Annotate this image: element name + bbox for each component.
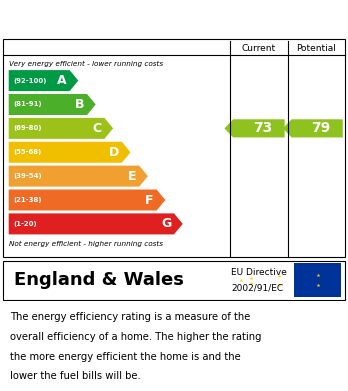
Polygon shape xyxy=(9,190,165,210)
Polygon shape xyxy=(9,70,78,91)
Text: (69-80): (69-80) xyxy=(13,126,41,131)
Text: Not energy efficient - higher running costs: Not energy efficient - higher running co… xyxy=(9,241,163,247)
Text: F: F xyxy=(145,194,154,206)
Bar xyxy=(294,264,341,297)
Text: (21-38): (21-38) xyxy=(13,197,41,203)
Text: Potential: Potential xyxy=(296,44,336,53)
Text: 2002/91/EC: 2002/91/EC xyxy=(231,283,284,292)
Text: 73: 73 xyxy=(253,121,272,135)
Text: lower the fuel bills will be.: lower the fuel bills will be. xyxy=(10,371,141,381)
Text: (39-54): (39-54) xyxy=(13,173,41,179)
Text: (92-100): (92-100) xyxy=(13,78,46,84)
Polygon shape xyxy=(9,142,130,163)
Polygon shape xyxy=(224,119,285,138)
Text: the more energy efficient the home is and the: the more energy efficient the home is an… xyxy=(10,352,241,362)
Polygon shape xyxy=(9,213,183,234)
Text: Current: Current xyxy=(242,44,276,53)
Text: (81-91): (81-91) xyxy=(13,102,41,108)
Polygon shape xyxy=(9,94,96,115)
Polygon shape xyxy=(283,119,343,138)
Text: C: C xyxy=(93,122,102,135)
Text: A: A xyxy=(57,74,67,87)
Text: (1-20): (1-20) xyxy=(13,221,37,227)
Text: Very energy efficient - lower running costs: Very energy efficient - lower running co… xyxy=(9,61,163,66)
Text: EU Directive: EU Directive xyxy=(231,268,287,277)
Text: England & Wales: England & Wales xyxy=(14,271,184,289)
Text: The energy efficiency rating is a measure of the: The energy efficiency rating is a measur… xyxy=(10,312,251,322)
Text: Energy Efficiency Rating: Energy Efficiency Rating xyxy=(10,11,232,26)
Text: B: B xyxy=(75,98,84,111)
Text: (55-68): (55-68) xyxy=(13,149,41,155)
Text: 79: 79 xyxy=(311,121,330,135)
Text: D: D xyxy=(109,146,119,159)
Polygon shape xyxy=(9,166,148,187)
Text: overall efficiency of a home. The higher the rating: overall efficiency of a home. The higher… xyxy=(10,332,262,342)
Text: E: E xyxy=(128,170,136,183)
Text: G: G xyxy=(161,217,171,230)
Polygon shape xyxy=(9,118,113,139)
